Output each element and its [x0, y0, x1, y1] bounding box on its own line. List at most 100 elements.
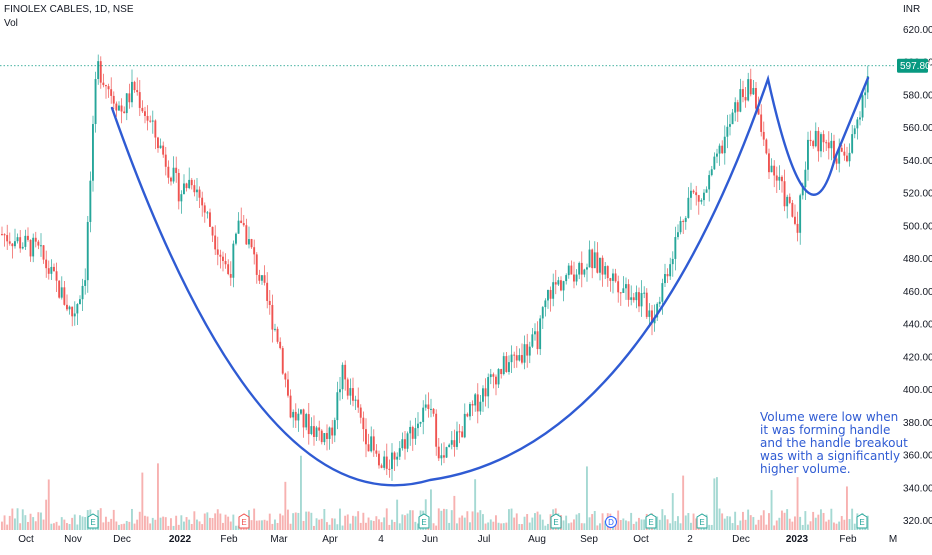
volume-bar	[768, 513, 770, 530]
candle-body	[185, 183, 188, 189]
y-tick-label: 520.00	[903, 189, 932, 200]
annotation-line: Volume were low when	[760, 410, 899, 424]
candle-body	[274, 328, 276, 330]
candle-body	[596, 252, 599, 273]
symbol-title: FINOLEX CABLES, 1D, NSE	[4, 4, 134, 15]
volume-bar	[305, 511, 308, 530]
candle-body	[250, 239, 253, 248]
candle-body	[586, 267, 588, 270]
y-tick-label: 500.00	[903, 221, 932, 232]
candle-body	[180, 194, 183, 202]
volume-bar	[1, 521, 3, 530]
volume-bar	[167, 525, 170, 530]
candle-body	[476, 394, 479, 412]
volume-bar	[404, 515, 406, 530]
candle-body	[240, 220, 243, 224]
candle-body	[427, 404, 430, 409]
volume-bar	[788, 518, 791, 530]
candle-body	[729, 124, 731, 127]
volume-bar	[154, 519, 157, 530]
volume-bar	[521, 524, 523, 530]
candle-body	[762, 131, 765, 140]
candle-body	[157, 137, 159, 149]
candle-body	[443, 455, 445, 458]
volume-bar	[734, 511, 737, 530]
candle-body	[357, 399, 360, 408]
candle-body	[437, 446, 440, 459]
volume-bar	[120, 524, 123, 530]
volume-bar	[534, 513, 536, 530]
volume-bar	[593, 510, 596, 530]
candle-body	[583, 269, 586, 275]
volume-bar	[513, 517, 516, 530]
candle-body	[856, 119, 859, 129]
candle-body	[580, 262, 583, 275]
volume-bar	[531, 517, 534, 530]
x-tick-label: Apr	[322, 534, 338, 545]
candle-body	[255, 254, 258, 275]
candle-body	[37, 241, 40, 246]
candle-body	[198, 189, 201, 198]
candle-body	[536, 331, 539, 350]
candle-body	[500, 369, 503, 375]
candle-body	[708, 175, 711, 190]
volume-bar	[804, 511, 807, 530]
candle-body	[773, 165, 776, 176]
volume-bar	[196, 519, 198, 530]
candle-body	[747, 79, 750, 101]
volume-bar	[755, 524, 757, 530]
candle-body	[302, 409, 305, 428]
candle-body	[554, 282, 557, 285]
volume-bar	[736, 525, 739, 530]
volume-bar	[398, 523, 401, 530]
candle-body	[645, 292, 648, 317]
volume-bar	[47, 479, 50, 530]
volume-bar	[328, 524, 331, 530]
y-tick-label: 580.00	[903, 90, 932, 101]
volume-bar	[853, 523, 856, 530]
candle-body	[687, 197, 690, 218]
candle-body	[24, 235, 27, 247]
chart-header: FINOLEX CABLES, 1D, NSE Vol	[4, 3, 134, 31]
candle-body	[783, 181, 786, 207]
volume-bar	[346, 514, 349, 530]
volume-bar	[510, 508, 513, 530]
volume-bar	[281, 515, 284, 530]
candle-body	[703, 192, 705, 201]
volume-bar	[391, 519, 393, 530]
candle-body	[515, 355, 518, 361]
x-tick-label: Oct	[633, 534, 649, 545]
x-tick-label: Feb	[839, 534, 857, 545]
volume-bar	[198, 521, 201, 530]
volume-bar	[323, 508, 326, 530]
volume-bar	[125, 520, 128, 530]
candle-body	[796, 223, 799, 233]
candle-body	[313, 426, 315, 437]
volume-bar	[40, 512, 42, 530]
volume-bar	[68, 524, 71, 530]
volume-bar	[578, 513, 581, 530]
volume-bar	[541, 519, 544, 530]
volume-bar	[794, 516, 796, 530]
candle-body	[71, 306, 74, 317]
volume-bar	[339, 508, 341, 530]
event-marker-label: E	[699, 518, 704, 527]
annotation-line: and the handle breakout	[760, 436, 908, 450]
volume-bar	[742, 511, 744, 530]
volume-bar	[791, 521, 794, 530]
volume-bar	[435, 525, 438, 530]
volume-bar	[336, 524, 339, 530]
candle-body	[549, 290, 552, 299]
volume-bar	[565, 515, 568, 530]
volume-bar	[300, 455, 302, 530]
candle-body	[775, 175, 778, 181]
volume-bar	[684, 515, 687, 530]
candle-body	[567, 265, 570, 276]
volume-bar	[170, 518, 172, 530]
volume-bar	[185, 517, 188, 530]
event-marker: E	[238, 513, 250, 529]
candle-body	[144, 111, 146, 116]
volume-bar	[723, 518, 726, 530]
